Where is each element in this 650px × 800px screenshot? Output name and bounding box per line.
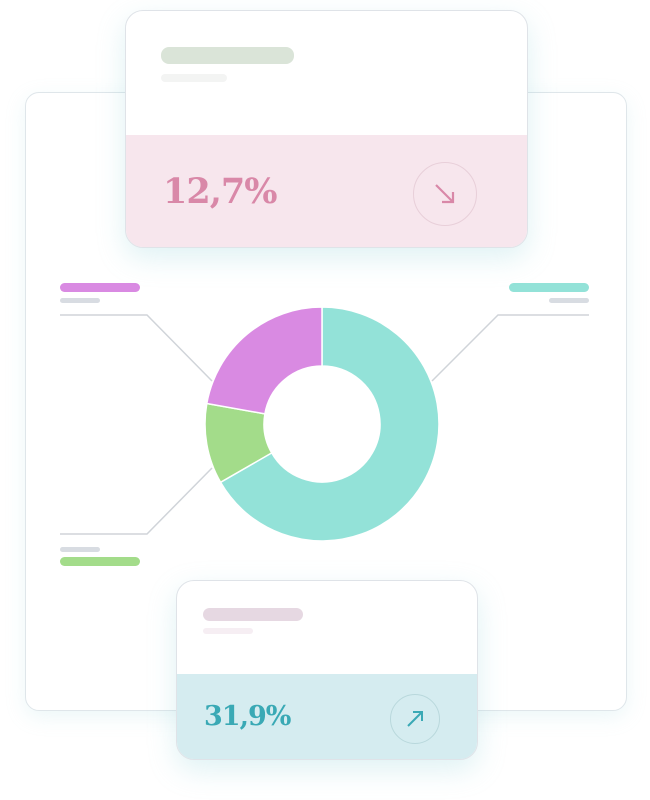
legend-purple-bar	[60, 283, 140, 292]
leader-line-teal	[431, 314, 589, 382]
legend-purple-sub	[60, 298, 100, 303]
stat-card-decrease[interactable]: 12,7%	[125, 10, 528, 248]
stat-value: 12,7%	[163, 171, 278, 212]
card-title-placeholder	[203, 608, 303, 621]
card-subtitle-placeholder	[203, 628, 253, 634]
trend-button[interactable]	[390, 694, 440, 744]
leader-line-purple	[60, 314, 213, 382]
arrow-down-right-icon	[435, 184, 455, 204]
arrow-up-right-icon	[407, 711, 423, 727]
legend-green-bar	[60, 557, 140, 566]
trend-button[interactable]	[413, 162, 477, 226]
stat-value: 31,9%	[204, 701, 291, 732]
donut-slice-teal	[219, 306, 440, 542]
donut-slice-purple	[205, 306, 323, 415]
legend-teal-bar	[509, 283, 589, 292]
card-title-placeholder	[161, 47, 294, 64]
card-value-area: 31,9%	[177, 674, 477, 759]
card-subtitle-placeholder	[161, 74, 227, 82]
legend-teal-sub	[549, 298, 589, 303]
stat-card-increase[interactable]: 31,9%	[176, 580, 478, 760]
leader-line-green	[60, 467, 213, 535]
card-value-area: 12,7%	[126, 135, 527, 247]
legend-green-sub	[60, 547, 100, 552]
